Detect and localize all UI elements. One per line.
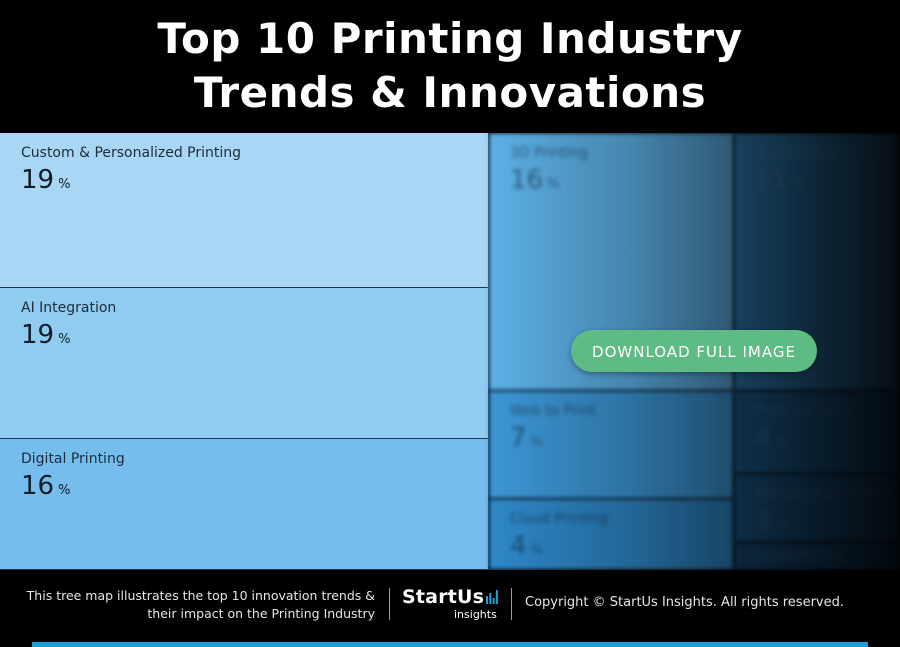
- cell-value: 3%: [755, 506, 788, 536]
- cell-value: 19%: [21, 165, 70, 195]
- cell-label: Process Automation: [755, 486, 895, 502]
- cell-label: 3D Printing: [510, 145, 588, 161]
- cell-label: AI Integration: [21, 300, 117, 316]
- treemap-cell: Custom & Personalized Printing 19%: [0, 133, 489, 288]
- cell-label: Print Security: [755, 403, 850, 419]
- cell-number: 16: [21, 471, 55, 501]
- treemap-cell: Hybrid Printing 1%: [734, 542, 900, 570]
- percent-unit: %: [868, 548, 881, 563]
- cell-value: 1%: [854, 544, 881, 563]
- treemap-cell: Print Security 4%: [734, 391, 900, 474]
- percent-unit: %: [530, 435, 543, 450]
- cell-value: 19%: [21, 320, 70, 350]
- percent-unit: %: [547, 177, 560, 192]
- page-title-line-2: Trends & Innovations: [193, 68, 707, 117]
- percent-unit: %: [58, 483, 71, 498]
- treemap-cell: Web to Print 7%: [489, 391, 734, 499]
- cell-label: Cloud Printing: [510, 511, 609, 527]
- cell-value: 4%: [755, 423, 788, 453]
- treemap-cell: Digital Printing 16%: [0, 439, 489, 570]
- page-title-line-1: Top 10 Printing Industry: [157, 14, 743, 63]
- percent-unit: %: [775, 435, 788, 450]
- cell-label: Sustainable Printing: [755, 145, 896, 161]
- footer-description-line-1: This tree map illustrates the top 10 inn…: [26, 588, 375, 603]
- cell-label: Custom & Personalized Printing: [21, 145, 242, 161]
- download-full-image-button[interactable]: DOWNLOAD FULL IMAGE: [571, 330, 817, 372]
- percent-unit: %: [58, 177, 71, 192]
- cell-value: 16%: [21, 471, 70, 501]
- treemap-cell: AI Integration 19%: [0, 288, 489, 439]
- cell-value: 7%: [510, 423, 543, 453]
- footer-description-line-2: their impact on the Printing Industry: [147, 606, 375, 621]
- cell-number: 16: [510, 165, 544, 195]
- startus-insights-logo: StartUs insights: [402, 586, 502, 626]
- cell-value: 11%: [755, 165, 804, 195]
- footer-divider: [511, 588, 512, 620]
- treemap-cell: Cloud Printing 4%: [489, 499, 734, 570]
- title-banner: Top 10 Printing Industry Trends & Innova…: [0, 0, 900, 133]
- logo-wordmark: StartUs: [402, 586, 485, 608]
- cell-value: 16%: [510, 165, 559, 195]
- footer-description: This tree map illustrates the top 10 inn…: [15, 587, 375, 623]
- cell-number: 7: [510, 423, 527, 453]
- cell-label: Web to Print: [510, 403, 596, 419]
- logo-subtext: insights: [454, 608, 497, 621]
- copyright-text: Copyright © StartUs Insights. All rights…: [525, 595, 844, 610]
- footer-divider: [389, 588, 390, 620]
- bar-chart-icon: [486, 590, 498, 604]
- cell-number: 19: [21, 320, 55, 350]
- cell-number: 4: [510, 531, 527, 561]
- percent-unit: %: [530, 543, 543, 558]
- cell-number: 19: [21, 165, 55, 195]
- cell-number: 3: [755, 506, 772, 536]
- cell-number: 11: [755, 165, 789, 195]
- cell-number: 4: [755, 423, 772, 453]
- percent-unit: %: [775, 518, 788, 533]
- percent-unit: %: [792, 177, 805, 192]
- cell-label: Hybrid Printing: [755, 548, 845, 562]
- percent-unit: %: [58, 332, 71, 347]
- footer: This tree map illustrates the top 10 inn…: [0, 570, 900, 647]
- cell-label: Digital Printing: [21, 451, 125, 467]
- cell-number: 1: [854, 544, 865, 563]
- cell-value: 4%: [510, 531, 543, 561]
- bottom-accent-strip: [32, 642, 868, 647]
- treemap-cell: Process Automation 3%: [734, 474, 900, 542]
